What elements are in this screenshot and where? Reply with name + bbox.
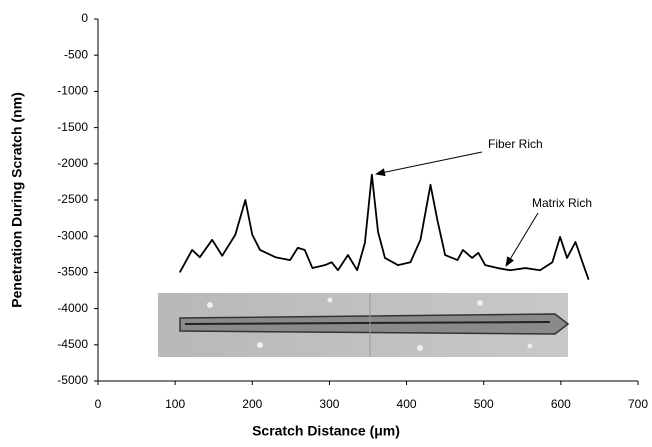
y-tick-label: -5000 [57,373,88,387]
y-tick-label: -500 [64,47,88,61]
y-axis-title: Penetration During Scratch (nm) [9,92,25,307]
y-tick-label: -3500 [57,265,88,279]
y-tick-label: -2500 [57,192,88,206]
y-tick-label: -4500 [57,337,88,351]
x-tick-label: 700 [628,397,648,411]
annotation: Matrix Rich [532,196,592,210]
x-axis-title: Scratch Distance (μm) [252,423,400,439]
data-line [178,173,590,280]
annotation-arrow [375,151,483,177]
x-tick-label: 0 [95,397,102,411]
annotation: Fiber Rich [488,137,543,151]
x-tick-label: 100 [165,397,185,411]
y-tick-label: -2000 [57,156,88,170]
annotation-arrow [505,212,539,267]
x-tick-label: 600 [551,397,571,411]
x-tick-label: 500 [474,397,494,411]
micrograph-inset [158,293,570,357]
y-tick-label: -1500 [57,120,88,134]
y-tick-label: -4000 [57,301,88,315]
y-tick-label: -3000 [57,228,88,242]
x-tick-label: 200 [242,397,262,411]
x-tick-label: 400 [397,397,417,411]
x-tick-label: 300 [319,397,339,411]
y-tick-label: -1000 [57,84,88,98]
y-tick-label: 0 [81,11,88,25]
